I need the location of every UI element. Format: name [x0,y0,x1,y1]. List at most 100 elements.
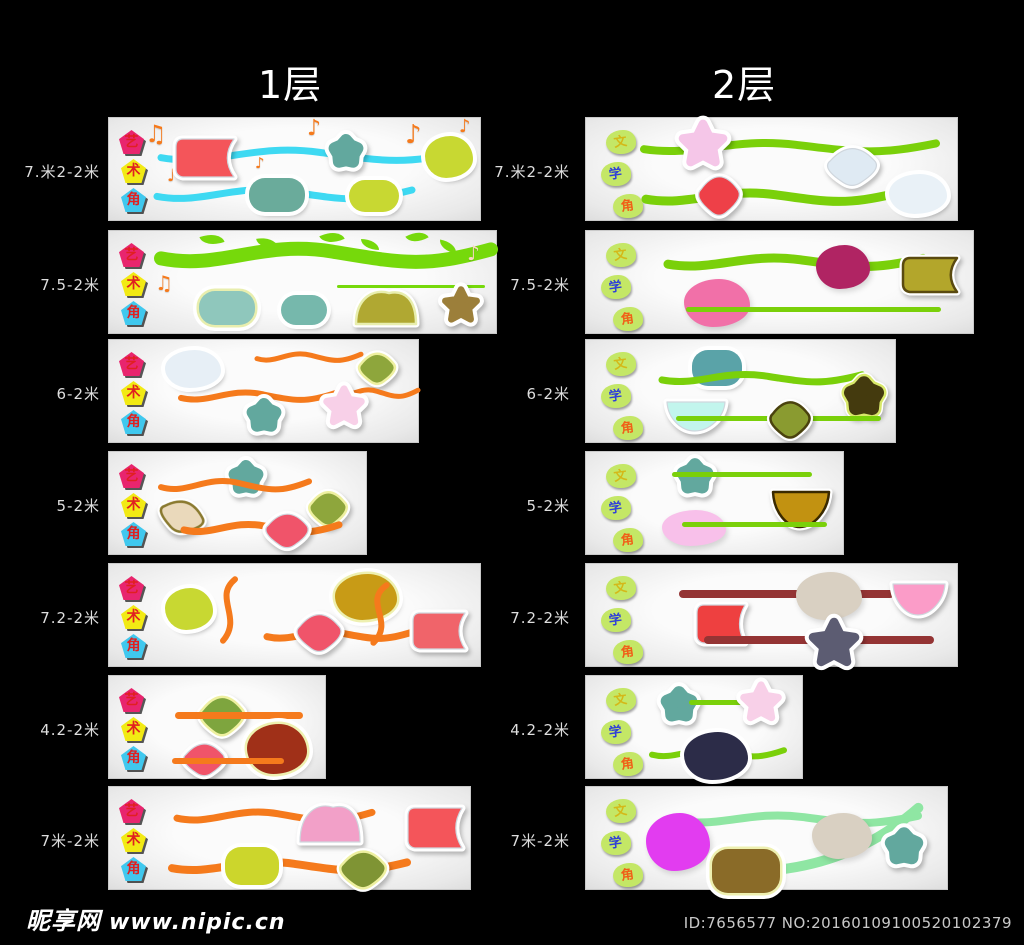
corner-badge: 角 [613,528,643,552]
corner-badge: 角 [613,416,643,440]
badge-character: 文 [613,355,629,373]
line-shape [337,285,485,288]
pentagon-badge-shape: 艺 [119,576,144,600]
row-size-label: 6-2米 [526,385,570,403]
scurve-shape [220,576,238,644]
blob-shape [646,813,710,871]
row-size-label: 7米-2米 [510,832,570,850]
corner-badge: 文 [606,464,636,488]
badge-character: 角 [620,310,636,328]
corner-badge: 文 [606,352,636,376]
music-note-icon: ♪ [467,241,480,265]
floor-1-title: 1层 [258,63,323,107]
pentagon-badge-shape: 角 [121,746,146,770]
pentagon-badge-shape: 艺 [119,464,144,488]
badge-character: 学 [608,387,624,405]
rrect-shape [281,295,327,325]
badge-character: 角 [126,305,141,321]
badge-character: 艺 [124,356,139,372]
blob-shape [816,245,870,289]
floor-2-title: 2层 [712,63,777,107]
row-size-label: 7.米2-2米 [494,163,570,181]
pentagon-badge-shape: 术 [121,381,146,405]
music-note-icon: ♪ [167,166,178,186]
bowl-shape [769,488,833,531]
wall-panel-right: 文学角 [585,230,974,334]
corner-badge: 文 [606,130,636,154]
row-size-label: 7米-2米 [40,832,100,850]
bowl-shape [889,580,949,619]
corner-badge: 角 [613,307,643,331]
corner-badge: 角 [613,752,643,776]
wall-panel-left: 艺术角 ♫ ♪ ♪ ♪ ♪ ♪ [108,117,481,221]
row-size-label: 7.5-2米 [40,276,100,294]
corner-badge: 学 [601,384,631,408]
row-size-label: 6-2米 [56,385,100,403]
music-note-icon: ♫ [145,120,167,148]
rrect-shape [349,180,399,212]
badge-character: 学 [608,165,624,183]
badge-character: 学 [608,834,624,852]
corner-badge: 术 [121,272,146,296]
badge-character: 文 [613,691,629,709]
pentagon-badge-shape: 角 [121,634,146,658]
wall-panel-right: 文学角 [585,115,958,221]
music-note-icon: ♪ [307,116,322,141]
wall-panel-left: 艺术角 ♫ ♪ [108,226,498,334]
wave-shape [674,811,922,827]
badge-character: 文 [613,133,629,151]
corner-badge: 文 [606,799,636,823]
blob-shape [684,732,748,780]
badge-character: 艺 [124,580,139,596]
pentagon-badge-shape: 艺 [119,799,144,823]
badge-character: 角 [126,414,141,430]
corner-badge: 术 [121,381,146,405]
wall-panel-left: 艺术角 [108,563,481,667]
row-size-label: 5-2米 [56,497,100,515]
wall-panel-left: 艺术角 [108,339,421,443]
blob-shape [796,572,862,620]
badge-character: 角 [126,526,141,542]
line-shape [689,700,751,705]
badge-character: 文 [613,579,629,597]
badge-character: 角 [620,755,636,773]
blob-shape [812,813,872,859]
row-size-label: 7.2-2米 [40,609,100,627]
pentagon-badge-shape: 艺 [119,688,144,712]
star-shape [736,677,786,726]
badge-character: 角 [620,197,636,215]
blob-shape [889,174,947,214]
pentagon-badge-shape: 术 [121,605,146,629]
pentagon-badge-shape: 术 [121,493,146,517]
flag-shape [693,601,749,647]
badge-character: 角 [620,643,636,661]
corner-badge: 术 [121,828,146,852]
corner-badge: 艺 [119,799,144,823]
badge-character: 术 [126,609,141,625]
corner-badge: 艺 [119,352,144,376]
music-note-icon: ♪ [405,120,422,150]
badge-character: 学 [608,723,624,741]
pentagon-badge-shape: 艺 [119,352,144,376]
badge-character: 艺 [124,692,139,708]
badge-character: 角 [126,638,141,654]
corner-badge: 术 [121,717,146,741]
badge-character: 学 [608,499,624,517]
corner-badge: 学 [601,608,631,632]
pentagon-badge-shape: 角 [121,410,146,434]
corner-badge: 艺 [119,576,144,600]
corner-badge: 艺 [119,130,144,154]
wave-shape [254,351,364,363]
leaf-shape [361,239,379,250]
pentagon-badge-shape: 角 [121,301,146,325]
cloud-shape [242,394,286,436]
corner-badge: 文 [606,243,636,267]
wall-panel-right: 文学角 [585,675,803,780]
corner-badge: 学 [601,831,631,855]
badge-character: 角 [126,750,141,766]
wave-shape [154,241,498,269]
image-id-text: ID:7656577 NO:20160109100520102379 [683,914,1012,932]
pentagon-badge-shape: 艺 [119,243,144,267]
badge-character: 角 [126,192,141,208]
wave-shape [658,370,866,386]
